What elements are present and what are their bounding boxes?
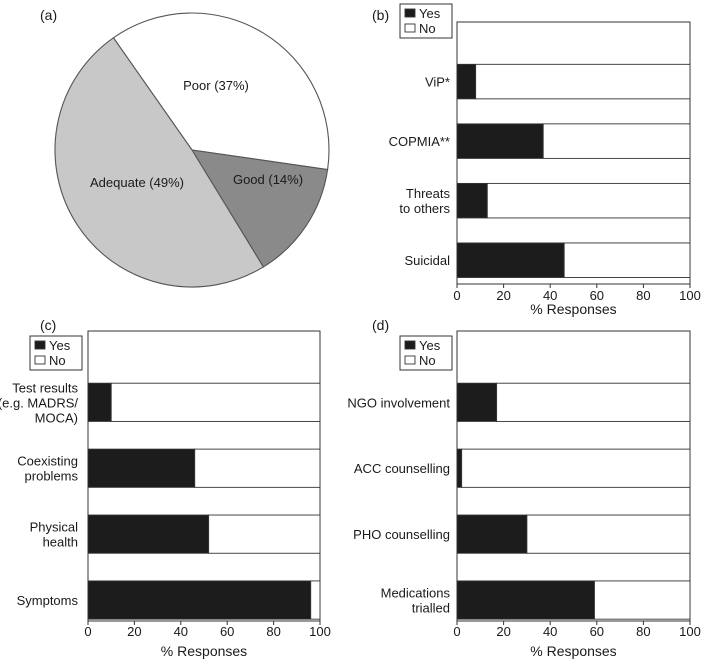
bar-chart-c: (c) 0 20 40 60 80 100 % Responses Test results(e…	[0, 317, 331, 659]
category-label-c-3-0: Symptoms	[17, 593, 79, 608]
bar-d-yes-2	[456, 514, 528, 554]
bar-b-yes-2	[456, 182, 488, 219]
bar-b-no-0	[475, 63, 691, 100]
x-tick-label-b-5: 100	[679, 288, 701, 303]
x-tick-label-c-1: 20	[127, 624, 141, 639]
x-tick-label-c-4: 80	[266, 624, 280, 639]
bar-b-no-1	[542, 123, 691, 159]
pie-slice-0	[112, 12, 330, 171]
bar-d-yes-0	[456, 382, 498, 422]
bar-c-no-2	[208, 514, 321, 554]
legend-swatch-c-0	[34, 340, 46, 350]
bar-b-yes-3	[456, 242, 565, 278]
legend-swatch-b-1	[404, 23, 416, 33]
pie-slice-2	[54, 37, 265, 288]
panel-label-b: (b)	[372, 7, 389, 23]
x-tick-label-b-1: 20	[496, 288, 510, 303]
bar-c-yes-0	[87, 382, 112, 422]
category-label-c-1-1: problems	[25, 469, 79, 484]
category-label-c-0-1: (e.g. MADRS/	[0, 395, 78, 410]
x-tick-label-d-3: 60	[590, 624, 604, 639]
category-label-b-0-0: ViP*	[425, 75, 450, 90]
category-label-d-3-0: Medications	[381, 586, 451, 601]
x-tick-label-d-2: 40	[543, 624, 557, 639]
panel-label-a: (a)	[40, 7, 57, 23]
x-tick-label-d-5: 100	[679, 624, 701, 639]
x-tick-label-d-1: 20	[496, 624, 510, 639]
category-label-c-2-0: Physical	[30, 520, 79, 535]
panel-label-c: (c)	[40, 317, 56, 333]
legend-swatch-c-1	[34, 355, 46, 365]
bar-d-yes-1	[456, 448, 463, 488]
bar-c-yes-1	[87, 448, 196, 488]
legend-label-c-1: No	[49, 353, 66, 368]
bar-c-yes-2	[87, 514, 210, 554]
category-label-c-0-2: MOCA)	[35, 410, 78, 425]
bar-b-no-3	[563, 242, 691, 278]
x-tick-label-c-0: 0	[84, 624, 91, 639]
category-label-d-0-0: NGO involvement	[347, 395, 450, 410]
pie-chart-a: (a) Poor (37%) Good (14%) Adequate (49%)	[40, 7, 330, 288]
category-label-c-0-0: Test results	[12, 380, 78, 395]
bar-chart-b: (b) 0 20 40 60 80 100 % Responses ViP* COPMIA** Th…	[372, 3, 701, 317]
legend-label-b-1: No	[419, 21, 436, 36]
legend-label-b-0: Yes	[419, 6, 441, 21]
bar-d-no-1	[461, 448, 691, 488]
legend-label-c-0: Yes	[49, 338, 71, 353]
x-tick-label-c-2: 40	[174, 624, 188, 639]
x-tick-label-b-2: 40	[543, 288, 557, 303]
category-label-c-2-1: health	[43, 535, 78, 550]
x-tick-label-c-5: 100	[309, 624, 331, 639]
category-label-b-2-0: Threats	[406, 186, 451, 201]
bar-d-no-0	[496, 382, 691, 422]
x-tick-label-b-0: 0	[453, 288, 460, 303]
x-tick-label-b-3: 60	[590, 288, 604, 303]
category-label-c-1-0: Coexisting	[17, 454, 78, 469]
pie-slice-label-0: Poor (37%)	[183, 78, 249, 93]
x-axis-title-d: % Responses	[530, 643, 616, 659]
legend-swatch-b-0	[404, 8, 416, 18]
x-tick-label-d-4: 80	[636, 624, 650, 639]
bar-c-no-0	[110, 382, 321, 422]
bar-d-yes-3	[456, 580, 595, 620]
panel-label-d: (d)	[372, 317, 389, 333]
pie-slice-label-1: Good (14%)	[233, 172, 303, 187]
pie-slice-label-2: Adequate (49%)	[90, 175, 184, 190]
x-axis-title-b: % Responses	[530, 301, 616, 317]
category-label-b-3-0: Suicidal	[404, 253, 450, 268]
bar-b-yes-0	[456, 63, 477, 100]
bar-c-no-3	[310, 580, 321, 620]
legend-label-d-1: No	[419, 353, 436, 368]
legend-swatch-d-1	[404, 355, 416, 365]
bar-c-no-1	[194, 448, 321, 488]
bar-d-no-2	[526, 514, 691, 554]
bar-b-no-2	[486, 182, 691, 219]
legend-swatch-d-0	[404, 340, 416, 350]
category-label-d-2-0: PHO counselling	[353, 527, 450, 542]
legend-label-d-0: Yes	[419, 338, 441, 353]
category-label-d-1-0: ACC counselling	[354, 461, 450, 476]
x-axis-title-c: % Responses	[161, 643, 247, 659]
x-tick-label-d-0: 0	[453, 624, 460, 639]
bar-b-yes-1	[456, 123, 544, 159]
x-tick-label-b-4: 80	[636, 288, 650, 303]
bar-d-no-3	[594, 580, 691, 620]
bar-c-yes-3	[87, 580, 312, 620]
category-label-b-2-1: to others	[399, 201, 450, 216]
category-label-b-1-0: COPMIA**	[389, 134, 450, 149]
category-label-d-3-1: trialled	[412, 601, 450, 616]
bar-chart-d: (d) 0 20 40 60 80 100 % Responses NGO involvemen…	[347, 317, 700, 659]
pie-slice-1	[190, 149, 329, 268]
x-tick-label-c-3: 60	[220, 624, 234, 639]
